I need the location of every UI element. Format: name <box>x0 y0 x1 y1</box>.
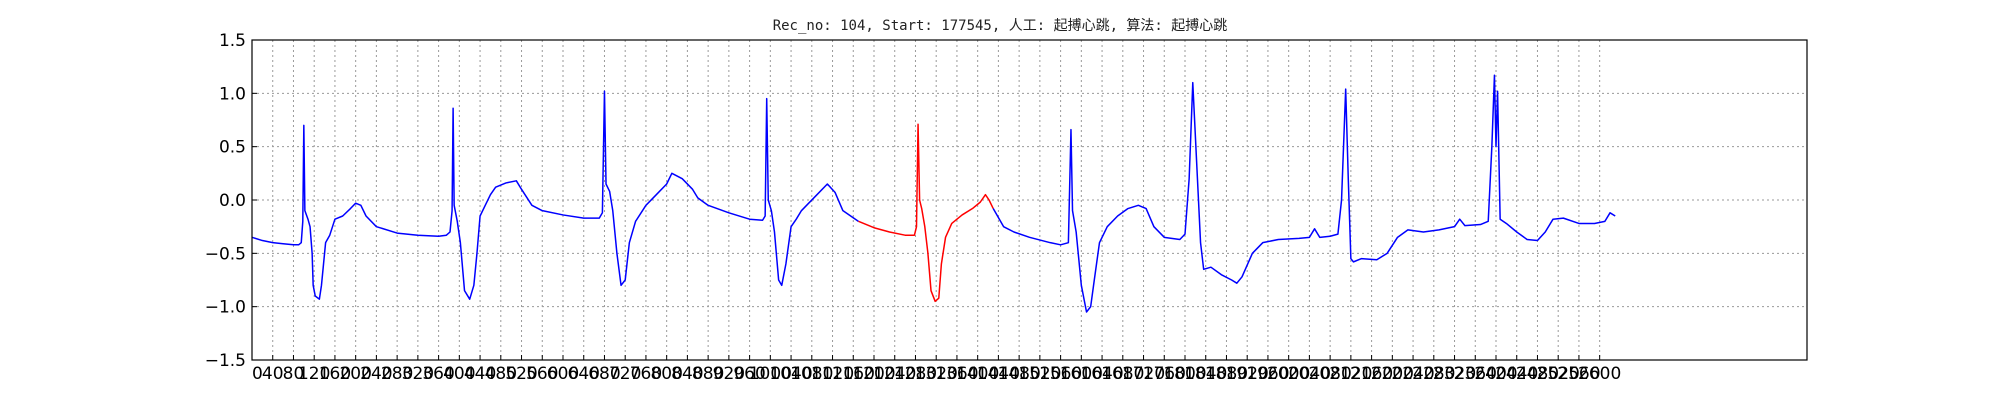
y-tick-label: 0.5 <box>219 138 246 158</box>
y-tick-label: −1.5 <box>205 351 246 371</box>
y-tick-label: 0.0 <box>219 191 246 211</box>
grid-layer <box>252 40 1807 360</box>
ecg-trace-segment-3 <box>993 75 1615 312</box>
y-tick-label: 1.5 <box>219 31 246 51</box>
ecg-trace-segment-2 <box>858 124 993 301</box>
chart-title: Rec_no: 104, Start: 177545, 人工: 起搏心跳, 算法… <box>773 17 1228 34</box>
x-axis-ticks: 0 40 8012016020024028032036040044048052056… <box>252 355 1621 384</box>
y-tick-label: −0.5 <box>205 244 246 264</box>
y-tick-label: −1.0 <box>205 298 246 318</box>
x-tick-label: 40 <box>262 364 284 384</box>
ecg-trace-segment-1 <box>252 91 858 299</box>
y-axis-ticks: −1.5 −1.0 −0.5 0.0 0.5 1.0 1.5 <box>205 31 257 371</box>
series-layer <box>252 75 1615 312</box>
y-tick-label: 1.0 <box>219 84 246 104</box>
x-tick-label: 2600 <box>1578 364 1621 384</box>
